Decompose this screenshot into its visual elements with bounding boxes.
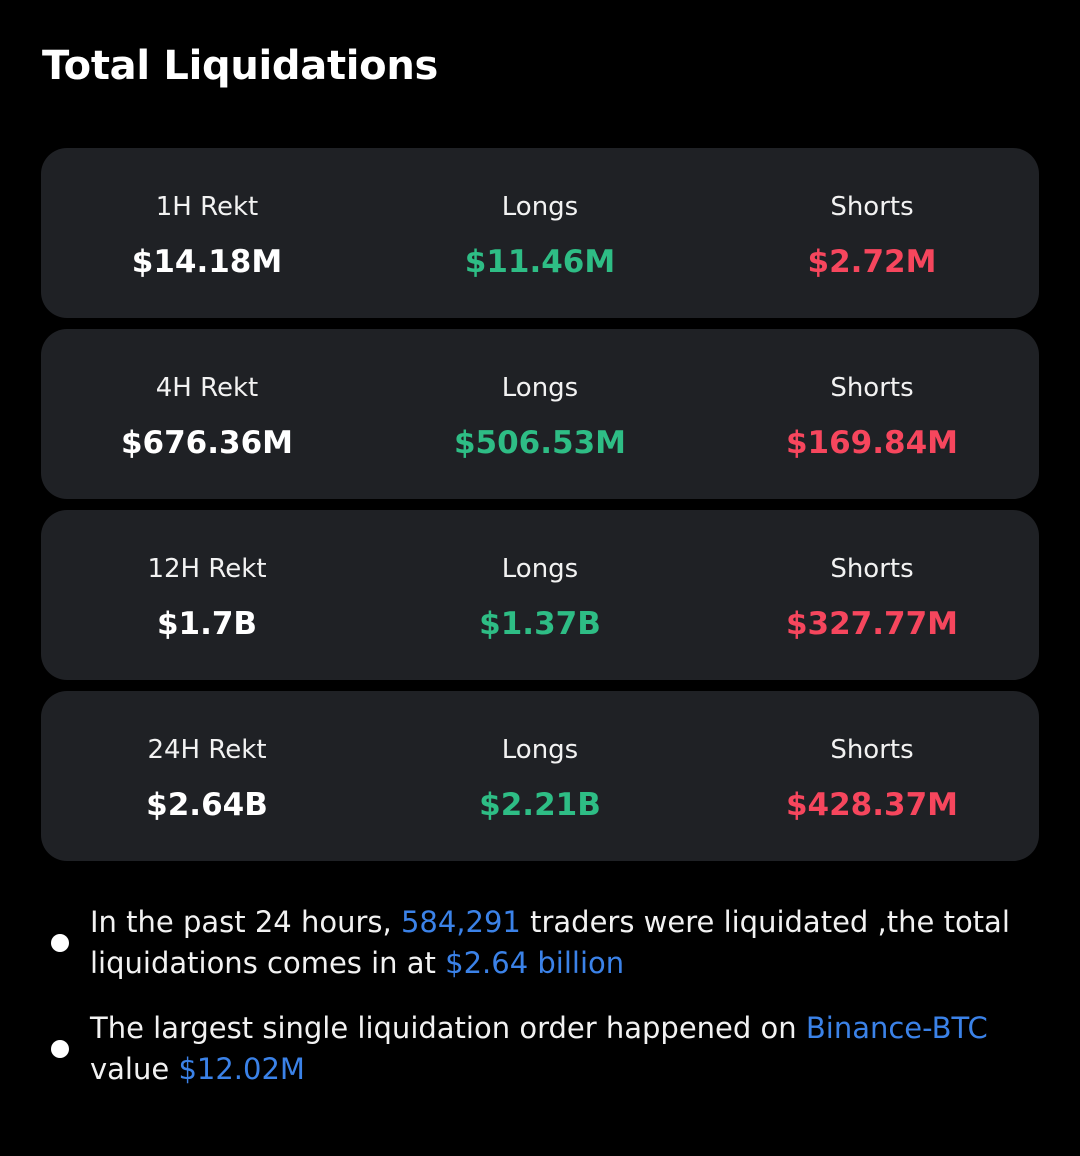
rekt-label: 24H Rekt (147, 735, 267, 765)
liquidation-card-24h[interactable]: 24H Rekt $2.64B Longs $2.21B Shorts $428… (41, 691, 1039, 861)
note-text-segment: In the past 24 hours, (90, 905, 401, 939)
rekt-value: $1.7B (156, 606, 258, 642)
note-text-segment: value (90, 1052, 179, 1086)
rekt-label: 4H Rekt (155, 373, 259, 403)
bullet-dot-icon (51, 1040, 69, 1058)
rekt-label: 12H Rekt (147, 554, 267, 584)
page-title: Total Liquidations (42, 43, 439, 89)
shorts-label: Shorts (830, 554, 914, 584)
rekt-label: 1H Rekt (155, 192, 259, 222)
liquidation-cards: 1H Rekt $14.18M Longs $11.46M Shorts $2.… (41, 148, 1039, 872)
longs-value: $506.53M (453, 425, 627, 461)
note-text-segment: The largest single liquidation order hap… (90, 1011, 806, 1045)
liquidation-card-12h[interactable]: 12H Rekt $1.7B Longs $1.37B Shorts $327.… (41, 510, 1039, 680)
liquidation-card-4h[interactable]: 4H Rekt $676.36M Longs $506.53M Shorts $… (41, 329, 1039, 499)
total-amount-link[interactable]: $2.64 billion (445, 946, 625, 980)
shorts-label: Shorts (830, 192, 914, 222)
longs-label: Longs (501, 735, 579, 765)
rekt-value: $14.18M (131, 244, 283, 280)
rekt-value: $676.36M (120, 425, 294, 461)
exchange-pair-link[interactable]: Binance-BTC (805, 1011, 988, 1045)
longs-label: Longs (501, 554, 579, 584)
longs-value: $2.21B (479, 787, 601, 823)
bullet-dot-icon (51, 934, 69, 952)
summary-note-text: The largest single liquidation order hap… (90, 1008, 1050, 1090)
longs-label: Longs (501, 373, 579, 403)
traders-count-link[interactable]: 584,291 (400, 905, 521, 939)
rekt-value: $2.64B (146, 787, 268, 823)
note-text-segment: traders were liquidated ,the total liqui… (90, 905, 1010, 980)
shorts-value: $428.37M (785, 787, 959, 823)
longs-label: Longs (501, 192, 579, 222)
longs-value: $11.46M (464, 244, 616, 280)
shorts-value: $2.72M (807, 244, 937, 280)
shorts-value: $169.84M (785, 425, 959, 461)
order-value-link[interactable]: $12.02M (178, 1052, 305, 1086)
longs-value: $1.37B (479, 606, 601, 642)
shorts-label: Shorts (830, 373, 914, 403)
shorts-value: $327.77M (785, 606, 959, 642)
shorts-label: Shorts (830, 735, 914, 765)
summary-note-text: In the past 24 hours, 584,291 traders we… (90, 902, 1050, 984)
liquidation-card-1h[interactable]: 1H Rekt $14.18M Longs $11.46M Shorts $2.… (41, 148, 1039, 318)
